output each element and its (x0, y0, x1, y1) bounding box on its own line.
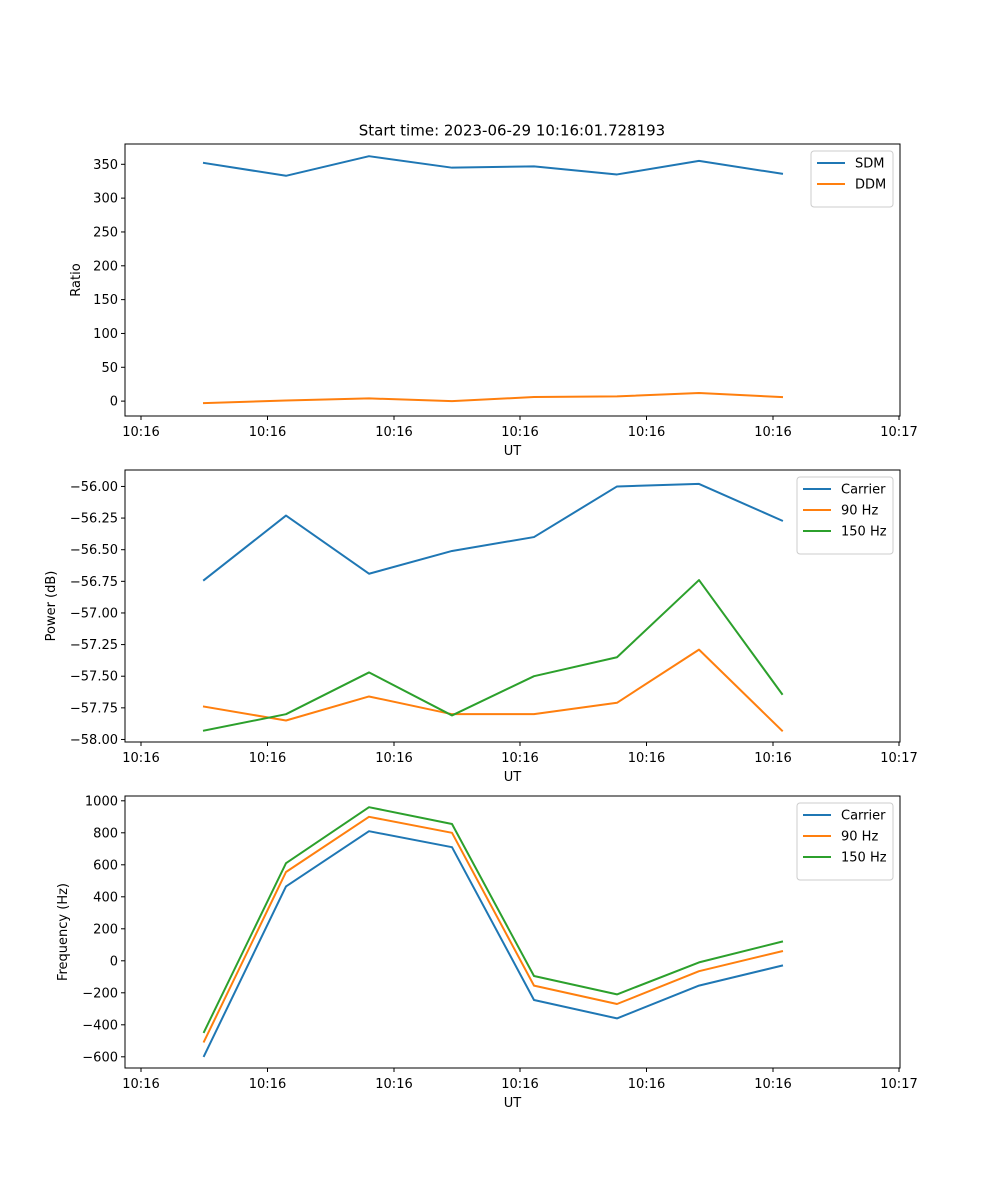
legend-label-1: Carrier (841, 809, 886, 824)
x-tick-label: 10:16 (501, 425, 538, 440)
x-tick-label: 10:16 (754, 751, 791, 766)
y-tick-label: −57.00 (70, 606, 118, 621)
panel-3: 10:16 10:16 10:16 10:16 10:16 10:16 10:17 UT −60… (56, 794, 918, 1111)
y-tick-label: −56.75 (70, 575, 118, 590)
y-tick-label: 150 (93, 293, 118, 308)
y-tick-label: 50 (101, 361, 118, 376)
legend-box (796, 802, 894, 881)
x-axis-label: UT (504, 444, 522, 459)
axes-frame (124, 795, 901, 1069)
y-tick-label: −56.25 (70, 512, 118, 527)
series-line-1 (202, 155, 784, 177)
x-tick-label: 10:16 (249, 1077, 286, 1092)
y-tick-label: 400 (93, 890, 118, 905)
y-tick-label: −56.00 (70, 480, 118, 495)
x-tick-label: 10:16 (375, 751, 412, 766)
x-tick-label: 10:16 (122, 425, 159, 440)
x-tick-label: 10:16 (501, 1077, 538, 1092)
x-tick-label: 10:16 (249, 425, 286, 440)
x-tick-label: 10:16 (249, 751, 286, 766)
y-axis-label: Ratio (69, 263, 84, 296)
y-tick-label: 0 (110, 395, 118, 410)
y-tick-label: 1000 (85, 794, 118, 809)
y-tick-label: −200 (82, 986, 118, 1001)
x-tick-label: 10:16 (754, 425, 791, 440)
y-tick-label: −57.75 (70, 701, 118, 716)
legend-label-3: 150 Hz (841, 525, 887, 540)
x-tick-label: 10:16 (628, 751, 665, 766)
y-tick-label: 200 (93, 259, 118, 274)
legend-label-3: 150 Hz (841, 851, 887, 866)
legend-box (796, 476, 894, 555)
legend-label-2: 90 Hz (841, 504, 878, 519)
series-line-3 (202, 806, 784, 1034)
x-tick-label: 10:16 (375, 425, 412, 440)
series-line-1 (202, 482, 784, 582)
x-tick-label: 10:16 (122, 751, 159, 766)
panels: 10:16 10:16 10:16 10:16 10:16 10:16 10:17 UT 0 50… (44, 143, 918, 1111)
legend-label-2: 90 Hz (841, 830, 878, 845)
axes-frame (124, 143, 901, 417)
series-line-2 (202, 392, 784, 405)
x-tick-label: 10:17 (880, 425, 917, 440)
y-tick-label: −600 (82, 1050, 118, 1065)
legend-label-1: SDM (855, 157, 884, 172)
legend-label-1: Carrier (841, 483, 886, 498)
y-tick-label: 350 (93, 158, 118, 173)
y-tick-label: 100 (93, 327, 118, 342)
panel-2: 10:16 10:16 10:16 10:16 10:16 10:16 10:17 UT −58… (44, 469, 918, 785)
y-tick-label: −56.50 (70, 543, 118, 558)
x-tick-label: 10:16 (628, 425, 665, 440)
y-tick-label: 0 (110, 954, 118, 969)
axes-frame (124, 469, 901, 743)
y-tick-label: −58.00 (70, 733, 118, 748)
x-axis-label: UT (504, 1096, 522, 1111)
x-tick-label: 10:17 (880, 751, 917, 766)
y-tick-label: −57.50 (70, 670, 118, 685)
y-axis-label: Frequency (Hz) (56, 883, 71, 981)
y-tick-label: 250 (93, 225, 118, 240)
y-tick-label: −57.25 (70, 638, 118, 653)
series-line-2 (202, 648, 784, 733)
y-tick-label: −400 (82, 1018, 118, 1033)
series-line-3 (202, 579, 784, 732)
x-tick-label: 10:16 (754, 1077, 791, 1092)
x-tick-label: 10:17 (880, 1077, 917, 1092)
legend-box (810, 150, 894, 208)
series-line-1 (202, 830, 784, 1058)
panel-1: 10:16 10:16 10:16 10:16 10:16 10:16 10:17 UT 0 50… (69, 143, 918, 459)
x-tick-label: 10:16 (501, 751, 538, 766)
series-line-2 (202, 815, 784, 1043)
y-axis-label: Power (dB) (44, 571, 59, 642)
y-tick-label: 200 (93, 922, 118, 937)
y-tick-label: 300 (93, 192, 118, 207)
y-tick-label: 800 (93, 826, 118, 841)
chart-title: Start time: 2023-06-29 10:16:01.728193 (359, 122, 665, 140)
x-tick-label: 10:16 (122, 1077, 159, 1092)
x-axis-label: UT (504, 770, 522, 785)
legend-label-2: DDM (855, 178, 886, 193)
x-tick-label: 10:16 (375, 1077, 412, 1092)
x-tick-label: 10:16 (628, 1077, 665, 1092)
y-tick-label: 600 (93, 858, 118, 873)
